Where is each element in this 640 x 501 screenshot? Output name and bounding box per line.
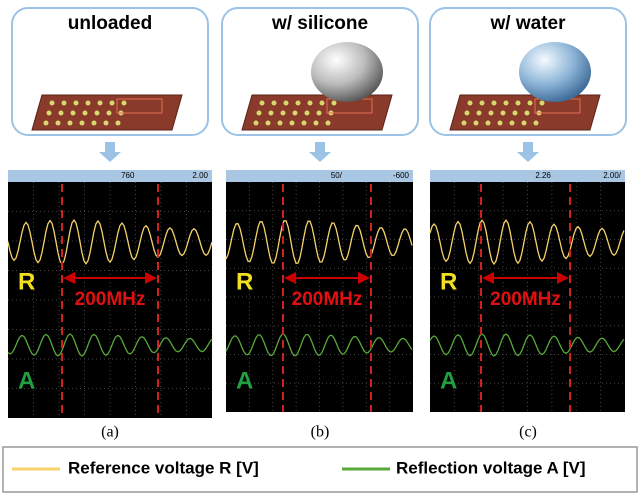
- pcb-pad: [110, 101, 115, 106]
- scope-readout: 2.00/: [603, 171, 622, 180]
- scope-header: [8, 170, 212, 182]
- pcb-pad: [317, 111, 322, 116]
- scope-header: [430, 170, 625, 182]
- r-label: R: [440, 268, 457, 295]
- pcb-pad: [47, 111, 52, 116]
- down-arrow: [517, 142, 539, 162]
- pcb-pad: [50, 101, 55, 106]
- pcb-pad: [516, 101, 521, 106]
- pcb-pad: [92, 121, 97, 126]
- pcb-pad: [80, 121, 85, 126]
- pcb-pad: [510, 121, 515, 126]
- pcb-pad: [326, 121, 331, 126]
- legend-label: Reflection voltage A [V]: [396, 458, 586, 477]
- pcb-pad: [492, 101, 497, 106]
- pcb-pad: [513, 111, 518, 116]
- caption: (c): [519, 424, 537, 441]
- pcb-pad: [254, 121, 259, 126]
- scope-readout: 50/: [331, 171, 343, 180]
- pcb-pad: [62, 101, 67, 106]
- r-label: R: [18, 268, 35, 295]
- pcb-pad: [293, 111, 298, 116]
- scope-readout: 2.00: [192, 171, 208, 180]
- pcb-pad: [257, 111, 262, 116]
- pcb-pad: [266, 121, 271, 126]
- pcb-pad: [281, 111, 286, 116]
- caption: (b): [311, 424, 330, 441]
- pcb-pad: [290, 121, 295, 126]
- pcb-pad: [534, 121, 539, 126]
- scope-readout: -600: [393, 171, 410, 180]
- down-arrow: [99, 142, 121, 162]
- pcb-pad: [83, 111, 88, 116]
- pcb-pad: [86, 101, 91, 106]
- caption: (a): [101, 424, 119, 441]
- scope-readout: 760: [121, 171, 135, 180]
- a-label: A: [440, 367, 457, 394]
- pcb-pad: [468, 101, 473, 106]
- pcb-pad: [486, 121, 491, 126]
- pcb-pad: [56, 121, 61, 126]
- pcb-pad: [59, 111, 64, 116]
- pcb-pad: [332, 101, 337, 106]
- pcb-pad: [272, 101, 277, 106]
- span-label: 200MHz: [75, 289, 146, 310]
- pcb-pad: [465, 111, 470, 116]
- pcb-pad: [528, 101, 533, 106]
- droplet: [519, 42, 591, 102]
- scope-header: [226, 170, 413, 182]
- pcb-pad: [320, 101, 325, 106]
- pcb-pad: [122, 101, 127, 106]
- pcb-pad: [498, 121, 503, 126]
- down-arrow: [309, 142, 331, 162]
- span-label: 200MHz: [292, 289, 363, 310]
- pcb-pad: [98, 101, 103, 106]
- pcb-pad: [474, 121, 479, 126]
- panel-title: unloaded: [68, 13, 152, 34]
- pcb-pad: [116, 121, 121, 126]
- pcb-pad: [540, 101, 545, 106]
- scope-readout: 2.26: [535, 171, 551, 180]
- pcb-pad: [462, 121, 467, 126]
- legend-label: Reference voltage R [V]: [68, 458, 259, 477]
- pcb-pad: [525, 111, 530, 116]
- a-label: A: [236, 367, 253, 394]
- pcb-pad: [477, 111, 482, 116]
- pcb-pad: [269, 111, 274, 116]
- a-label: A: [18, 367, 35, 394]
- pcb-pad: [302, 121, 307, 126]
- pcb-pad: [107, 111, 112, 116]
- pcb-pad: [489, 111, 494, 116]
- panel-title: w/ silicone: [271, 13, 368, 34]
- pcb-pad: [314, 121, 319, 126]
- span-label: 200MHz: [490, 289, 561, 310]
- pcb-pad: [278, 121, 283, 126]
- panel-title: w/ water: [490, 13, 567, 34]
- pcb-pad: [480, 101, 485, 106]
- r-label: R: [236, 268, 253, 295]
- pcb-pad: [104, 121, 109, 126]
- pcb-pad: [308, 101, 313, 106]
- pcb-pad: [95, 111, 100, 116]
- pcb-pad: [522, 121, 527, 126]
- pcb-pad: [305, 111, 310, 116]
- pcb-pad: [504, 101, 509, 106]
- pcb-pad: [296, 101, 301, 106]
- pcb-pad: [74, 101, 79, 106]
- pcb-pad: [284, 101, 289, 106]
- pcb-pad: [71, 111, 76, 116]
- pcb-pad: [44, 121, 49, 126]
- droplet: [311, 42, 383, 102]
- pcb-pad: [68, 121, 73, 126]
- figure: unloaded 760 2.00 200MHz R A (a) w/ silicone 50/…: [0, 0, 640, 496]
- pcb-pad: [260, 101, 265, 106]
- pcb-pad: [501, 111, 506, 116]
